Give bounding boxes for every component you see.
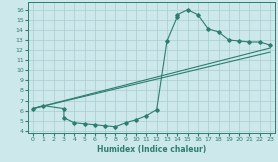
X-axis label: Humidex (Indice chaleur): Humidex (Indice chaleur) — [97, 145, 206, 154]
